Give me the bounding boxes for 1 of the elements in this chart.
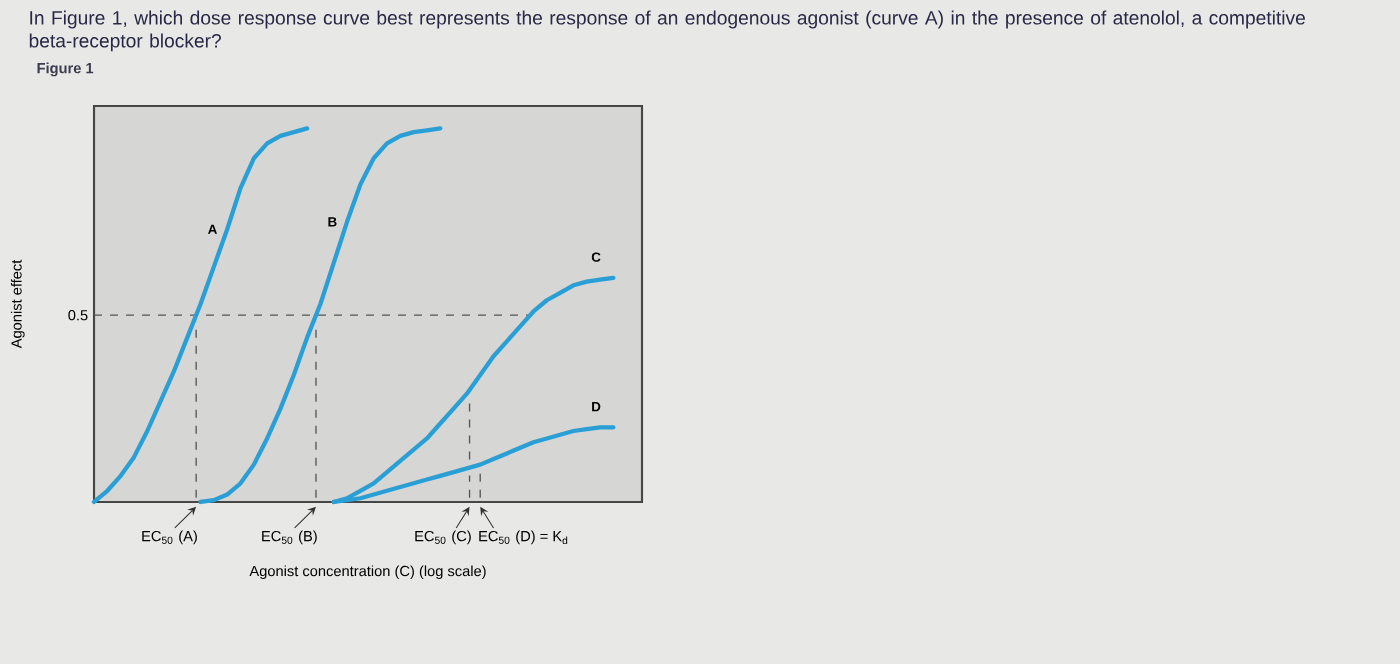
chart-title: In Figure 1, which dose response curve best represents the response of an endogenous agonist (curve A) in the presence of atenolol, a competitive beta-receptor blocker?: [29, 10, 1305, 52]
